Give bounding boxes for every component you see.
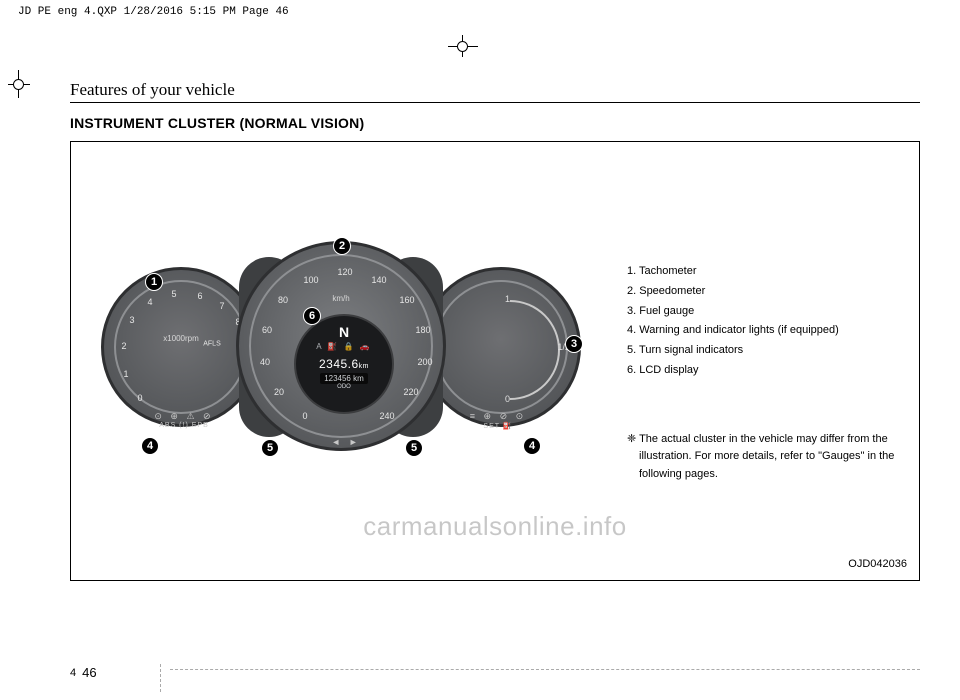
print-header: JD PE eng 4.QXP 1/28/2016 5:15 PM Page 4… [18,6,289,18]
legend-item: 2. Speedometer [627,282,901,302]
speedo-tick: 0 [302,411,307,421]
callout-4: 4 [523,437,541,455]
speedo-tick: 180 [415,325,430,335]
speedo-tick: 220 [403,387,418,397]
speedo-tick: 40 [260,357,270,367]
callout-2: 2 [333,237,351,255]
page-heading: INSTRUMENT CLUSTER (NORMAL VISION) [70,115,920,131]
figure-box: x1000rpm 0 1 2 3 4 5 6 7 8 AFLS [70,141,920,581]
callout-1: 1 [145,273,163,291]
tacho-tick: 2 [121,341,126,351]
speedo-tick: 80 [278,295,288,305]
warning-lights-left: ⊙ ⊕ ⚠ ⊘ ABS (!) EPB [119,411,249,429]
tacho-tick: 7 [219,301,224,311]
tacho-tick: 4 [147,297,152,307]
speedo-tick: 20 [274,387,284,397]
speedo-tick: 240 [379,411,394,421]
trip-value: 2345.6km [296,357,392,371]
odometer: 123456 km [320,373,368,384]
callout-5: 5 [261,439,279,457]
warning-lights-right: ≡ ⊕ ⊘ ⊙ SET ⛽ [433,411,563,430]
page-footer: 4 46 [70,665,97,680]
callout-5: 5 [405,439,423,457]
speedo-tick: 100 [303,275,318,285]
legend-item: 5. Turn signal indicators [627,341,901,361]
crop-mark [13,79,24,90]
tacho-tick: 1 [123,369,128,379]
legend-item: 4. Warning and indicator lights (if equi… [627,321,901,341]
lcd-icons: A ⛽ 🔒 🚗 [296,342,392,351]
callout-6: 6 [303,307,321,325]
section-title: Features of your vehicle [70,80,920,103]
chapter-number: 4 [70,667,76,679]
footer-rule [160,664,161,692]
page-number: 46 [82,665,96,680]
callout-3: 3 [565,335,583,353]
fuel-empty: 0 [505,394,510,404]
legend-item: 1. Tachometer [627,262,901,282]
lcd-display: N A ⛽ 🔒 🚗 2345.6km 123456 km ODO [294,314,394,414]
legend-item: 3. Fuel gauge [627,302,901,322]
tacho-tick: 3 [129,315,134,325]
fuel-full: 1 [505,294,510,304]
tacho-tick: 5 [171,289,176,299]
legend-note: ❈ The actual cluster in the vehicle may … [627,431,901,484]
legend-item: 6. LCD display [627,361,901,381]
figure-code: OJD042036 [848,558,907,570]
callout-4: 4 [141,437,159,455]
turn-signals: ◄ ► [271,437,421,447]
tacho-tick: 0 [137,393,142,403]
crop-mark [457,41,468,52]
speedo-tick: 120 [337,267,352,277]
cluster-illustration: x1000rpm 0 1 2 3 4 5 6 7 8 AFLS [71,142,611,580]
tacho-tick: 6 [197,291,202,301]
speedo-tick: 200 [417,357,432,367]
footer-rule [170,669,920,670]
gear-indicator: N [296,324,392,340]
speedometer-pod: km/h 0 20 40 60 80 100 120 140 160 180 2… [236,241,446,451]
tacho-unit: x1000rpm [116,334,246,343]
odo-label: ODO [296,384,392,390]
speedo-tick: 140 [371,275,386,285]
speedo-tick: 60 [262,325,272,335]
afls-label: AFLS [203,341,221,348]
speedo-tick: 160 [399,295,414,305]
page-content: Features of your vehicle INSTRUMENT CLUS… [70,80,920,680]
legend: 1. Tachometer 2. Speedometer 3. Fuel gau… [611,142,919,580]
